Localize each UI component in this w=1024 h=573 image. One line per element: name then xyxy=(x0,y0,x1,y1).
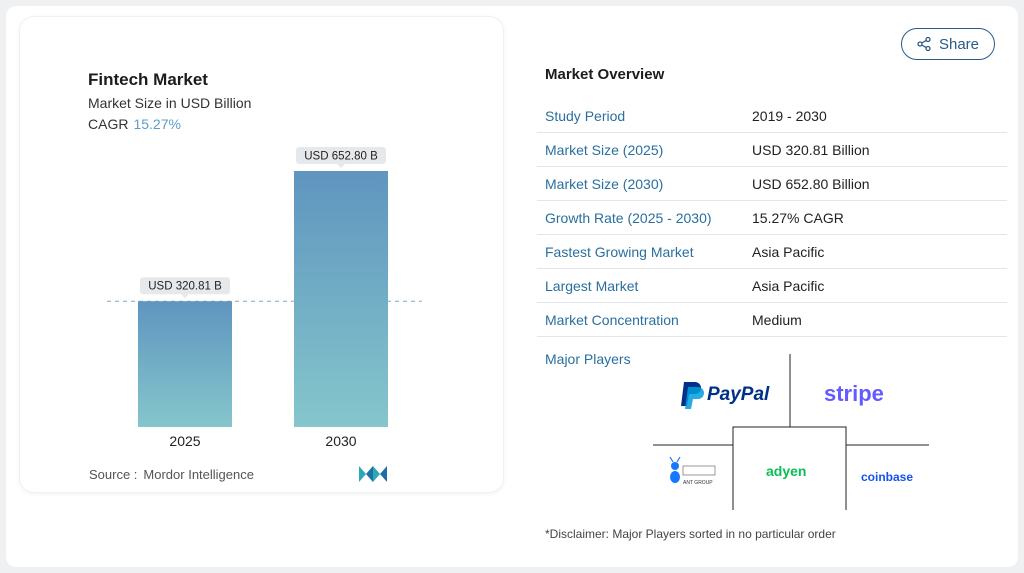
player-paypal-name: PayPal xyxy=(707,384,770,405)
x-tick-label: 2030 xyxy=(325,433,356,449)
ant-chinese-mark-icon xyxy=(682,465,716,476)
overview-row: Market Concentration Medium xyxy=(537,303,1007,337)
paypal-logo: PayPal xyxy=(681,382,770,409)
overview-row-value: USD 652.80 Billion xyxy=(752,175,870,192)
overview-row: Growth Rate (2025 - 2030) 15.27% CAGR xyxy=(537,201,1007,235)
overview-row-value: 2019 - 2030 xyxy=(752,107,827,124)
cagr-label: CAGR xyxy=(88,116,129,132)
overview-row-value: Asia Pacific xyxy=(752,243,825,260)
bar-2030[interactable] xyxy=(294,171,388,427)
ant-group-logo: ANT GROUP xyxy=(669,456,716,486)
ant-icon xyxy=(669,456,681,483)
mordor-intelligence-logo-icon xyxy=(359,466,387,482)
data-label: USD 320.81 B xyxy=(148,281,222,293)
overview-title: Market Overview xyxy=(545,66,665,83)
source-line: Source : Mordor Intelligence xyxy=(89,467,254,482)
chart-cagr: CAGR 15.27% xyxy=(88,116,181,132)
source-name: Mordor Intelligence xyxy=(143,467,254,482)
data-label-pointer xyxy=(337,164,345,168)
overview-row-value: USD 320.81 Billion xyxy=(752,141,870,158)
share-label: Share xyxy=(938,35,980,53)
overview-row-label[interactable]: Market Size (2030) xyxy=(545,175,664,192)
overview-row-label[interactable]: Market Size (2025) xyxy=(545,141,664,158)
overview-row: Market Size (2025) USD 320.81 Billion xyxy=(537,133,1007,167)
player-adyen-name: adyen xyxy=(766,463,806,479)
overview-row-label[interactable]: Study Period xyxy=(545,107,626,124)
overview-row-value: 15.27% CAGR xyxy=(752,209,844,226)
bar-chart: USD 320.81 B 2025 USD 652.80 B 2030 xyxy=(107,147,422,449)
overview-row: Market Size (2030) USD 652.80 Billion xyxy=(537,167,1007,201)
player-ant-name: ANT GROUP xyxy=(683,480,713,486)
chart-title: Fintech Market xyxy=(88,70,208,89)
cagr-value: 15.27% xyxy=(133,116,181,132)
source-label: Source : xyxy=(89,467,138,482)
data-label-pointer xyxy=(181,294,189,299)
overview-row: Study Period 2019 - 2030 xyxy=(537,99,1007,133)
major-players-grid: PayPal stripe ANT GROUP adyen coinbase xyxy=(653,354,929,510)
major-players-label[interactable]: Major Players xyxy=(545,351,631,367)
data-label-bg xyxy=(140,277,230,295)
data-label-bg xyxy=(296,147,386,164)
overview-row: Fastest Growing Market Asia Pacific xyxy=(537,235,1007,269)
chart-subtitle: Market Size in USD Billion xyxy=(88,95,252,111)
overview-row-value: Medium xyxy=(752,311,802,328)
overview-table: Study Period 2019 - 2030 Market Size (20… xyxy=(537,99,1007,337)
x-tick-label: 2025 xyxy=(169,433,200,449)
chart-card xyxy=(20,17,503,492)
overview-row-label[interactable]: Largest Market xyxy=(545,277,639,294)
overview-row-value: Asia Pacific xyxy=(752,277,825,294)
share-button[interactable]: Share xyxy=(901,28,995,60)
disclaimer: *Disclaimer: Major Players sorted in no … xyxy=(545,527,836,541)
overview-row-label[interactable]: Growth Rate (2025 - 2030) xyxy=(545,209,712,226)
data-label: USD 652.80 B xyxy=(304,151,378,163)
overview-row-label[interactable]: Fastest Growing Market xyxy=(545,243,694,260)
overview-row-label[interactable]: Market Concentration xyxy=(545,311,679,328)
bar-2025[interactable] xyxy=(138,301,232,427)
overview-row: Largest Market Asia Pacific xyxy=(537,269,1007,303)
share-icon xyxy=(917,37,931,51)
player-coinbase-name: coinbase xyxy=(861,470,913,484)
player-stripe-name: stripe xyxy=(824,381,884,406)
paypal-icon xyxy=(681,382,704,409)
